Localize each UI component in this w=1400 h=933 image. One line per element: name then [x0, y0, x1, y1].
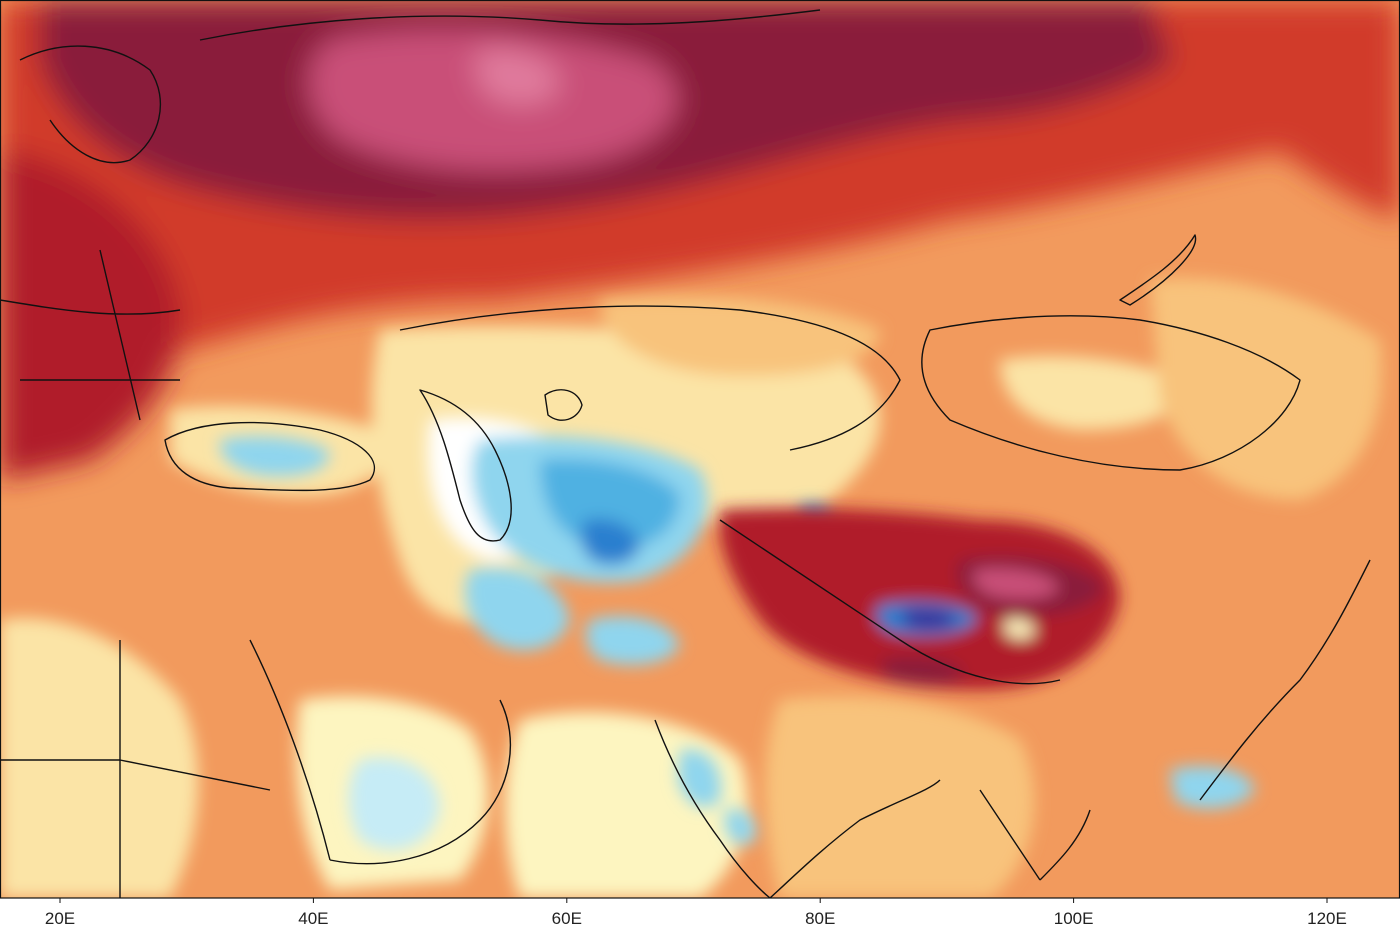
tibet-coldest-core — [901, 608, 958, 630]
baikal-outline — [1119, 234, 1197, 306]
turkmen-blue — [540, 459, 680, 550]
shaded-field — [0, 0, 1400, 898]
cool-anomaly-layers — [219, 417, 1255, 850]
china-east-pale — [1150, 278, 1382, 500]
afghan-deep-blue — [580, 518, 640, 565]
scandinavia-coast — [19, 45, 162, 164]
vietnam-cyan — [1170, 766, 1255, 809]
black-sea-cyan — [219, 436, 330, 477]
pakistan-cyan — [585, 616, 680, 665]
coastlines-and-borders — [0, 9, 1371, 898]
x-tick-label: 80E — [805, 909, 835, 928]
south-asia-orange — [765, 696, 1035, 898]
europe-borders — [0, 249, 181, 421]
caspian-outline — [419, 389, 512, 542]
tibet-pink — [973, 568, 1060, 600]
x-tick-label: 20E — [45, 909, 75, 928]
arctic-coast — [199, 9, 821, 41]
africa-border — [0, 640, 271, 898]
x-axis: 20E 40E 60E 80E 100E 120E — [45, 898, 1347, 928]
northeast-red — [1150, 0, 1400, 220]
mongolia-border — [921, 315, 1301, 471]
africa-pale — [0, 618, 199, 898]
europe-dark-red — [0, 150, 182, 480]
arabian-peninsula — [249, 639, 512, 865]
x-tick-label: 120E — [1307, 909, 1347, 928]
arabia-cyan — [348, 757, 440, 850]
x-tick-label: 40E — [298, 909, 328, 928]
warm-anomaly-layers — [0, 0, 1400, 480]
china-coast — [1199, 559, 1371, 801]
himalaya-border — [719, 519, 1061, 685]
x-tick-label: 60E — [552, 909, 582, 928]
siberia-light-pink — [475, 49, 560, 105]
india-coast — [654, 719, 941, 898]
tibet-anomaly-layers — [719, 508, 1120, 690]
kazakh-pale — [600, 296, 880, 376]
siberia-pink — [308, 29, 678, 171]
x-tick-label: 100E — [1054, 909, 1094, 928]
black-sea-outline — [164, 421, 376, 492]
kazakhstan-border — [399, 305, 901, 451]
tibet-dark-red — [719, 508, 1120, 690]
india-cyan — [725, 809, 756, 845]
tibet-white-spot — [1005, 618, 1035, 639]
indochina-coast — [979, 789, 1091, 881]
mongolia-pale — [1000, 356, 1182, 430]
aral-outline — [544, 389, 583, 421]
iran-cyan — [465, 567, 570, 651]
